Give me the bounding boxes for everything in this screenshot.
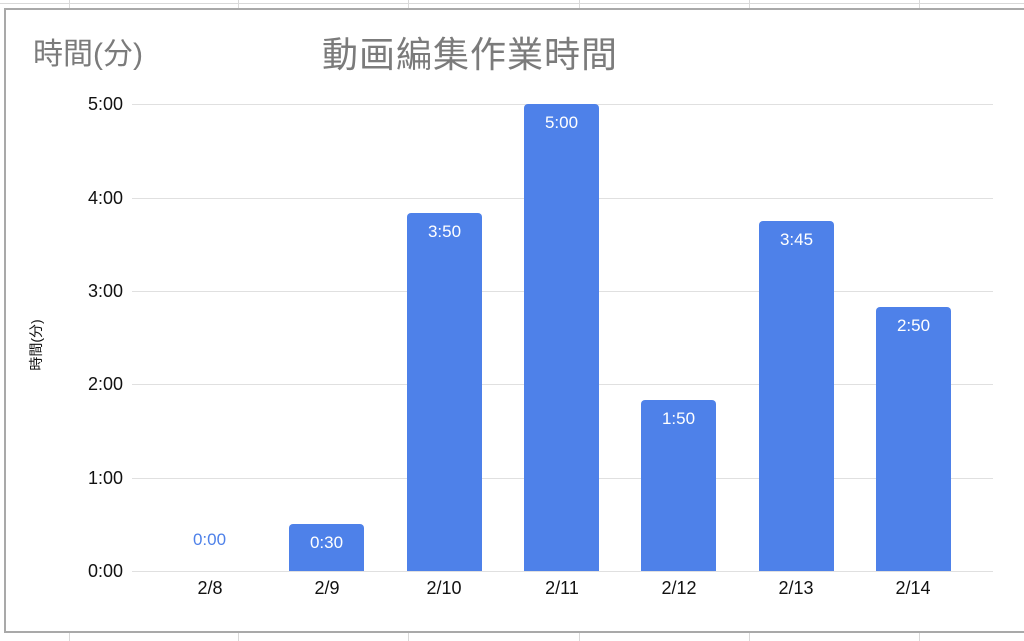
- bar-value-label: 3:45: [779, 229, 814, 249]
- sheet-row-line: [0, 3, 1024, 4]
- chart-card[interactable]: 時間(分) 動画編集作業時間 時間(分) 0:00 1:00 2:00 3:00 4:0…: [4, 8, 1024, 633]
- sheet-column-line: [238, 633, 239, 641]
- sheet-column-line: [238, 0, 239, 8]
- h-gridline: [132, 571, 993, 572]
- bar-value-label: 2:50: [896, 315, 931, 335]
- x-tick-label: 2/8: [197, 578, 223, 598]
- sheet-column-line: [408, 0, 409, 8]
- bar-value-label: 0:30: [309, 533, 344, 553]
- y-tick-label: 5:00: [87, 94, 123, 114]
- sheet-column-line: [69, 0, 70, 8]
- sheet-column-line: [749, 0, 750, 8]
- bar[interactable]: [876, 306, 951, 571]
- bar[interactable]: [289, 524, 364, 571]
- sheet-column-line: [408, 633, 409, 641]
- zero-value-label: 0:00: [192, 530, 227, 549]
- x-tick-label: 2/10: [426, 578, 462, 598]
- y-tick-label: 0:00: [87, 561, 123, 581]
- y-tick-label: 2:00: [87, 374, 123, 394]
- x-tick-label: 2/9: [314, 578, 340, 598]
- sheet-column-line: [69, 633, 70, 641]
- series-legend-label: 時間(分): [33, 38, 143, 71]
- bar[interactable]: [759, 220, 834, 571]
- sheet-column-line: [579, 0, 580, 8]
- bar[interactable]: [641, 399, 716, 571]
- chart-area: 時間(分) 動画編集作業時間 時間(分) 0:00 1:00 2:00 3:00 4:0…: [6, 10, 1024, 631]
- sheet-column-line: [919, 633, 920, 641]
- x-tick-label: 2/12: [661, 578, 697, 598]
- sheet-column-line: [579, 633, 580, 641]
- y-tick-label: 4:00: [87, 188, 123, 208]
- bar-value-label: 1:50: [661, 408, 696, 428]
- bar[interactable]: [407, 213, 482, 571]
- sheet-column-line: [749, 633, 750, 641]
- chart-title: 動画編集作業時間: [322, 34, 619, 75]
- bar-value-label: 5:00: [544, 113, 579, 133]
- y-tick-label: 3:00: [87, 281, 123, 301]
- x-tick-label: 2/11: [545, 578, 579, 598]
- x-tick-label: 2/13: [778, 578, 814, 598]
- plot-area: 0:00 1:00 2:00 3:00 4:00 5:00 0:00 2/8 0:30 2/9 3:…: [6, 10, 1024, 631]
- bar-value-label: 3:50: [427, 222, 462, 242]
- sheet-column-line: [919, 0, 920, 8]
- x-tick-label: 2/14: [895, 578, 931, 598]
- y-tick-label: 1:00: [87, 468, 123, 488]
- bar[interactable]: [524, 104, 599, 572]
